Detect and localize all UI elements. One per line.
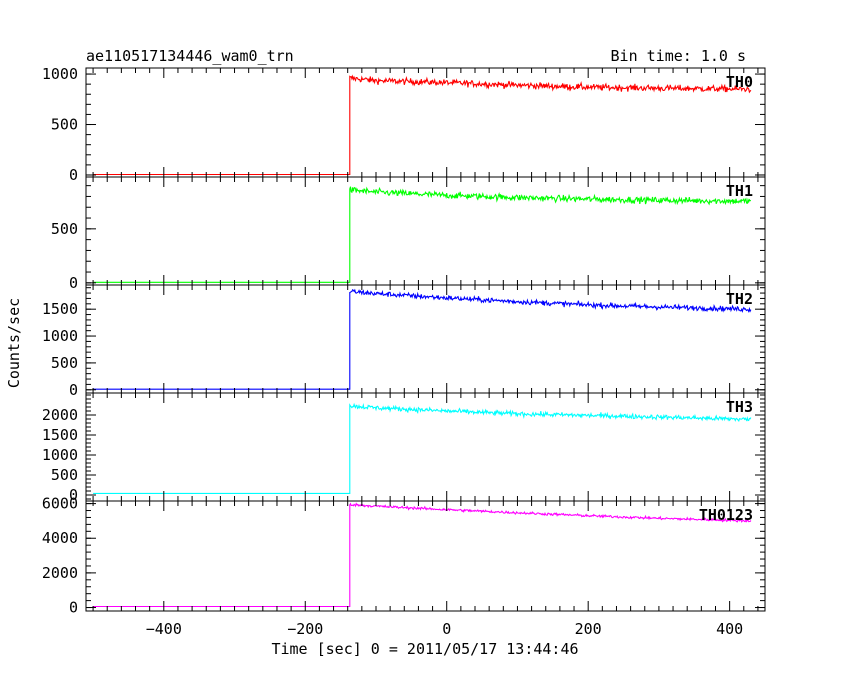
- panel-label-th0123: TH0123: [699, 506, 753, 524]
- y-tick-label: 0: [69, 599, 78, 617]
- panel-th2: 0 500 1000 1500 TH2: [42, 284, 766, 399]
- panel-th1: 0 500 TH1: [51, 176, 766, 292]
- series-line-th1: [93, 186, 751, 283]
- y-tick-label: 0: [69, 381, 78, 399]
- panels-group: 0 500 1000 TH0 0 500 TH1 0 500 1000 1500 TH2 0 500 100…: [42, 65, 766, 638]
- y-tick-label: 500: [51, 220, 78, 238]
- y-tick-label: 1500: [42, 426, 78, 444]
- series-line-th0123: [93, 502, 752, 608]
- y-tick-label: 6000: [42, 495, 78, 513]
- panel-frame: [85, 67, 766, 178]
- y-tick-label: 2000: [42, 564, 78, 582]
- y-tick-label: 1000: [42, 65, 78, 83]
- x-tick-label: −400: [146, 620, 182, 638]
- panel-label-th3: TH3: [726, 398, 753, 416]
- y-tick-label: 1500: [42, 300, 78, 318]
- chart-subtitle-bin-time: Bin time: 1.0 s: [611, 47, 746, 65]
- y-tick-label: 0: [69, 166, 78, 184]
- series-line-th2: [93, 288, 752, 390]
- x-tick-label: −200: [287, 620, 323, 638]
- panel-frame: [85, 284, 766, 394]
- series-line-th0: [93, 74, 752, 176]
- panel-th0123: 0 2000 4000 6000 TH0123: [42, 495, 766, 617]
- y-tick-label: 1000: [42, 327, 78, 345]
- y-tick-label: 500: [51, 116, 78, 134]
- panel-label-th2: TH2: [726, 290, 753, 308]
- x-axis-title: Time [sec] 0 = 2011/05/17 13:44:46: [271, 640, 578, 658]
- y-tick-label: 4000: [42, 529, 78, 547]
- x-tick-label: 0: [442, 620, 451, 638]
- panel-label-th1: TH1: [726, 182, 753, 200]
- y-tick-label: 0: [69, 486, 78, 504]
- y-tick-label: 500: [51, 466, 78, 484]
- chart-title: ae110517134446_wam0_trn: [86, 47, 294, 65]
- y-tick-label: 500: [51, 354, 78, 372]
- panel-label-th0: TH0: [726, 73, 753, 91]
- y-axis-title: Counts/sec: [5, 298, 23, 388]
- x-tick-label: 400: [716, 620, 743, 638]
- y-tick-label: 0: [69, 274, 78, 292]
- panel-frame: [85, 500, 766, 612]
- panel-th3: 0 500 1000 1500 2000 TH3: [42, 392, 766, 504]
- panel-th0: 0 500 1000 TH0: [42, 65, 766, 184]
- series-line-th3: [93, 402, 752, 494]
- y-tick-label: 2000: [42, 406, 78, 424]
- y-tick-label: 1000: [42, 446, 78, 464]
- x-tick-label: 200: [575, 620, 602, 638]
